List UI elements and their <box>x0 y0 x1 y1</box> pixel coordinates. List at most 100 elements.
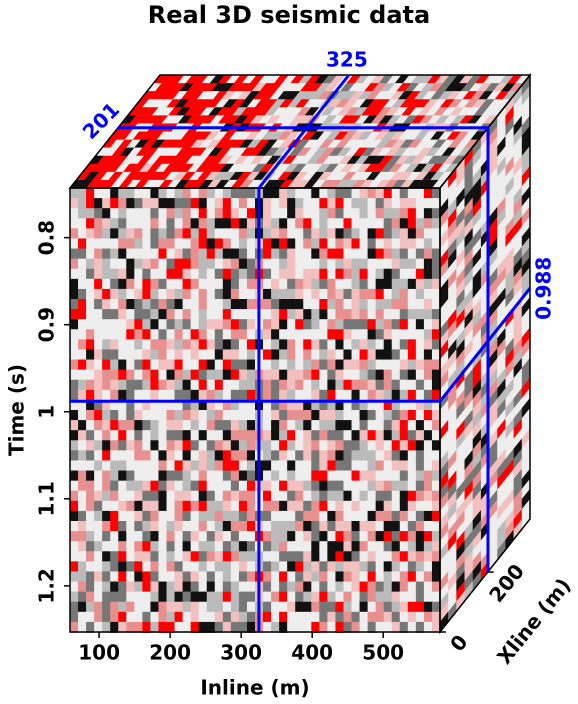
cell <box>351 288 361 300</box>
cell <box>263 139 279 148</box>
cell <box>431 349 441 361</box>
cell <box>391 531 401 543</box>
cell <box>375 440 385 452</box>
cell <box>472 469 482 491</box>
cell <box>303 319 313 331</box>
cell <box>271 329 280 341</box>
cell <box>311 238 321 250</box>
cell <box>190 288 200 300</box>
cell <box>489 438 498 461</box>
cell <box>182 601 192 613</box>
cell <box>464 166 473 189</box>
cell <box>311 389 321 401</box>
cell <box>319 410 329 421</box>
cell <box>279 541 288 553</box>
cell <box>206 500 216 512</box>
cell <box>367 339 377 351</box>
cell <box>279 198 288 210</box>
cell <box>399 98 416 108</box>
cell <box>174 299 184 310</box>
cell <box>263 188 272 199</box>
cell <box>472 136 482 158</box>
cell <box>174 288 184 300</box>
cell <box>505 498 514 521</box>
cell <box>229 131 245 140</box>
cell <box>367 248 377 260</box>
cell <box>359 238 369 250</box>
cell <box>327 339 337 351</box>
cell <box>279 228 288 240</box>
cell <box>70 510 79 522</box>
cell <box>327 430 337 442</box>
cell <box>472 98 488 108</box>
cell <box>407 611 417 623</box>
cell <box>489 519 498 541</box>
cell <box>214 430 224 442</box>
cell <box>238 510 248 522</box>
cell <box>271 490 280 502</box>
cell <box>415 581 425 593</box>
cell <box>311 268 321 280</box>
cell <box>391 500 401 512</box>
cell <box>444 163 461 172</box>
cell <box>382 90 398 100</box>
cell <box>513 357 522 379</box>
cell <box>70 288 79 300</box>
cell <box>70 248 79 260</box>
cell <box>206 561 216 573</box>
cell <box>513 317 522 339</box>
cell <box>163 163 179 172</box>
cell <box>94 179 110 188</box>
cell <box>214 389 224 401</box>
cell <box>322 115 338 124</box>
cell <box>365 171 382 180</box>
cell <box>505 115 514 137</box>
cell <box>391 581 401 593</box>
cell <box>214 179 231 188</box>
cell <box>70 389 79 401</box>
cell <box>351 601 361 613</box>
cell <box>296 147 313 156</box>
cell <box>235 82 252 92</box>
cell <box>230 500 240 512</box>
cell <box>497 156 506 178</box>
cell <box>359 551 369 563</box>
cell <box>222 521 232 532</box>
cell <box>295 531 305 543</box>
cell <box>206 278 216 290</box>
cell <box>448 439 457 462</box>
cell <box>214 188 224 199</box>
cell <box>351 339 361 351</box>
cell <box>459 74 475 84</box>
cell <box>263 420 272 432</box>
cell <box>126 359 136 371</box>
cell <box>166 339 176 351</box>
cell <box>415 460 425 472</box>
cell <box>118 480 128 492</box>
cell <box>521 155 531 177</box>
cell <box>335 399 345 411</box>
cell <box>134 450 144 462</box>
cell <box>134 420 144 432</box>
cell <box>242 74 258 84</box>
cell <box>271 531 280 543</box>
cell <box>448 389 457 411</box>
cell <box>263 379 272 391</box>
cell <box>110 179 126 188</box>
cell <box>174 591 184 603</box>
cell <box>271 591 280 603</box>
cell <box>351 410 361 421</box>
cell <box>86 299 95 310</box>
cell <box>383 258 393 270</box>
cell <box>464 247 473 270</box>
cell <box>327 561 337 573</box>
cell <box>410 74 427 84</box>
cell <box>359 349 369 361</box>
cell <box>335 258 345 270</box>
cell <box>375 389 385 401</box>
cell <box>319 531 329 543</box>
cell <box>102 591 111 603</box>
cell <box>351 490 361 502</box>
cell <box>489 489 498 511</box>
cell <box>190 450 200 462</box>
